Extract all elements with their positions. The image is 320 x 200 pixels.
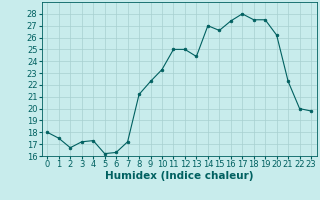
X-axis label: Humidex (Indice chaleur): Humidex (Indice chaleur) xyxy=(105,171,253,181)
